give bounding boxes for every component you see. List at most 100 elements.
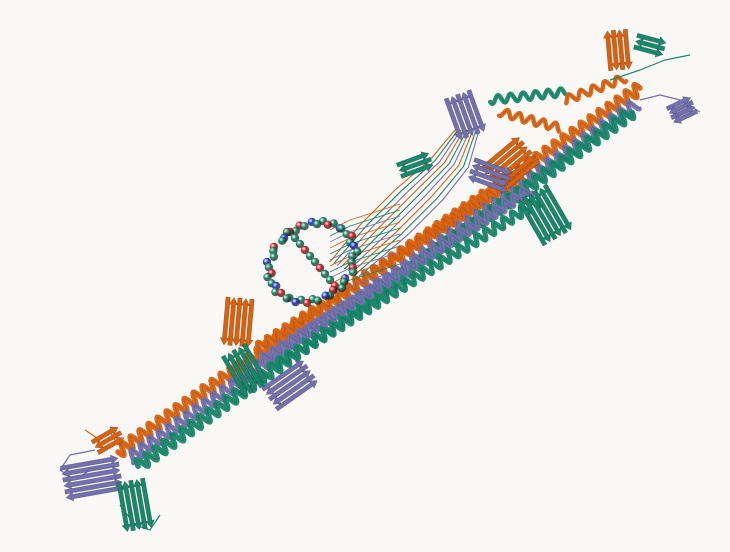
ligand-atom — [337, 283, 347, 293]
domain-mid-a-strand — [219, 296, 231, 346]
cross-loop — [329, 245, 401, 273]
domain-cap-b-strand — [633, 44, 664, 58]
loop-bottom-left-2 — [119, 504, 161, 531]
domain-bottom-left-b-strand — [121, 480, 136, 532]
coiled-coil-helices — [115, 74, 643, 469]
cross-loop — [329, 227, 401, 255]
ligand-atom — [321, 291, 330, 300]
cross-loop — [329, 239, 401, 267]
domain-bottom-left-a — [90, 426, 125, 455]
ligand-atom — [315, 263, 325, 273]
domain-top-c — [443, 89, 486, 141]
domain-mid-b — [220, 342, 268, 397]
domain-mid-c-strand — [274, 380, 318, 412]
helix-chain-b-top-edge — [489, 88, 566, 105]
loop-strand — [336, 129, 462, 266]
domain-top-b-strand — [528, 193, 558, 241]
ligand-atom — [300, 222, 309, 231]
ligand-atom — [269, 252, 279, 261]
ligand-atom — [320, 269, 330, 279]
domain-cap-a-strand — [614, 29, 626, 71]
domain-bottom-left-a-strand — [96, 437, 125, 455]
loop-strand — [354, 129, 477, 276]
domain-bottom-left-b-strand — [116, 481, 132, 533]
domain-bottom-left-c-strand — [62, 466, 121, 483]
domain-top-b-strand — [532, 189, 562, 237]
domain-cap-b — [633, 32, 667, 58]
helix-chain-c-mid-edge — [261, 188, 533, 363]
ligand-atom — [312, 219, 322, 229]
domain-mid-b-strand — [220, 354, 247, 397]
ligand-atom — [300, 245, 310, 255]
helix-chain-b-mid-edge — [269, 196, 540, 370]
domain-mid-c-strand — [267, 370, 311, 402]
domain-top-b-strand — [542, 183, 572, 231]
loop-right-top — [609, 54, 691, 81]
domain-cap-b-strand — [635, 38, 666, 52]
domain-cap-c-strand — [668, 99, 694, 115]
thin-loop-strands — [59, 54, 701, 531]
cross-loop — [329, 221, 401, 249]
domain-cap-a-strand — [610, 29, 622, 71]
domain-cap-b-strand — [636, 32, 667, 46]
ligand-atom — [305, 251, 315, 261]
domain-cap-c-strand — [665, 96, 692, 112]
helix-chain-b-mid — [267, 194, 542, 372]
domain-bottom-left-b — [116, 477, 155, 533]
domain-bottom-left-c — [60, 454, 124, 502]
helix-chain-b-top — [487, 86, 568, 107]
ligand-atom — [313, 296, 322, 305]
domain-top-b2-strand — [395, 151, 430, 168]
domain-mid-c-strand — [272, 373, 316, 405]
ligand-sphere-cluster — [262, 216, 362, 308]
domain-top-b — [518, 183, 572, 247]
domain-cap-a-strand — [622, 28, 634, 70]
domain-top-c2-strand — [469, 168, 509, 187]
domain-bottom-left-c-strand — [65, 485, 124, 502]
domain-bottom-left-a-strand — [90, 426, 119, 445]
domain-cap-a-strand — [602, 30, 614, 72]
helix-chain-a-top-edge — [498, 109, 560, 132]
domain-top-b2 — [395, 151, 434, 179]
helix-chain-a-mid-edge — [256, 172, 523, 354]
helix-chain-a-top — [496, 107, 562, 134]
ligand-atom — [323, 220, 333, 229]
ligand-atom — [325, 275, 335, 285]
domain-cap-c-strand — [672, 108, 699, 124]
domain-cap-c — [665, 96, 699, 124]
ligand-atom — [295, 239, 305, 249]
helix-chain-a-top2-edge — [565, 76, 627, 104]
domain-mid-a — [219, 296, 255, 348]
ligand-atom — [263, 272, 272, 282]
ligand-atom — [302, 298, 312, 308]
domain-top-c2-strand — [471, 163, 511, 182]
domain-bottom-left-c-strand — [61, 461, 120, 478]
loop-strand — [340, 129, 465, 268]
domain-bottom-left-a-strand — [94, 430, 123, 449]
ligand-atom — [310, 257, 320, 267]
domain-bottom-left-b-strand — [140, 477, 155, 528]
loop-strand — [347, 129, 471, 272]
domain-mid-c-strand — [261, 360, 304, 392]
domain-mid-c-strand — [265, 363, 309, 395]
ligand-atom — [291, 297, 300, 307]
domain-mid-c — [261, 360, 318, 412]
domain-bottom-left-c-strand — [60, 454, 119, 471]
domain-top-c2-strand — [467, 174, 507, 193]
helix-chain-a-top2 — [563, 74, 629, 106]
domain-bottom-left-b-strand — [128, 479, 143, 531]
domain-top-c-strand — [443, 97, 464, 141]
ligand-atom — [276, 288, 286, 298]
domain-top-b-strand — [521, 195, 551, 243]
cross-loop — [329, 251, 401, 279]
ligand-atom — [290, 233, 300, 243]
domain-bottom-left-b-strand — [132, 478, 148, 530]
cross-loop — [329, 257, 401, 285]
cross-loop — [329, 233, 401, 261]
ligand-atom — [349, 268, 358, 277]
domain-top-c2-strand — [473, 157, 513, 176]
ligand-atom — [337, 224, 346, 233]
domain-bottom-left-c-strand — [63, 473, 122, 490]
